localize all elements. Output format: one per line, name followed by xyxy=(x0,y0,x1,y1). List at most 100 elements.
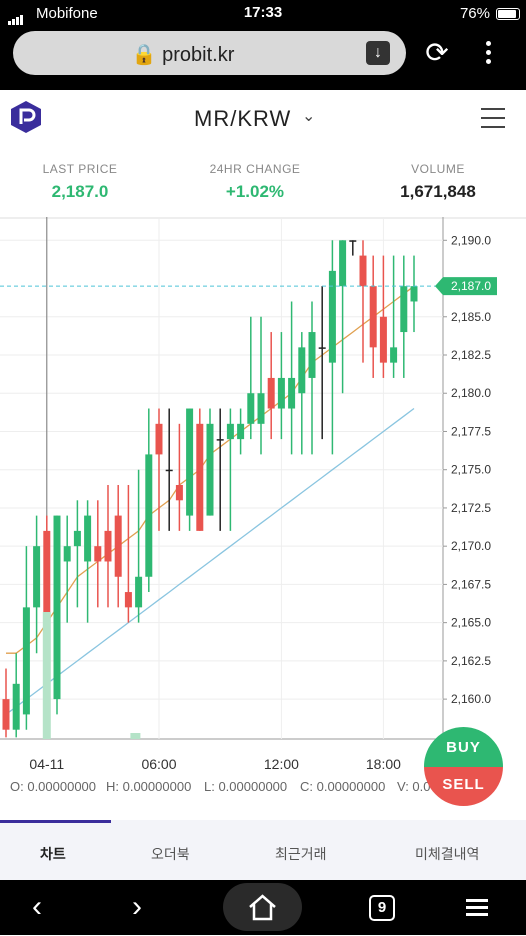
forward-icon[interactable]: › xyxy=(132,890,142,923)
last-price-label: LAST PRICE xyxy=(42,162,118,176)
candle-body xyxy=(196,423,204,531)
candle-body xyxy=(155,423,163,455)
probit-logo-icon[interactable] xyxy=(10,100,42,134)
buy-sell-button[interactable]: BUY SELL xyxy=(424,727,503,806)
candle-body xyxy=(216,439,224,441)
home-button[interactable] xyxy=(223,883,302,931)
carrier-label: Mobifone xyxy=(36,5,98,22)
last-price-block: LAST PRICE 2,187.0 xyxy=(40,162,120,202)
market-pair-selector[interactable]: MR/KRW xyxy=(194,106,292,131)
home-icon xyxy=(249,894,276,921)
active-tab-indicator xyxy=(0,820,111,823)
y-tick-label: 2,185.0 xyxy=(451,310,491,324)
candle-body xyxy=(186,408,194,516)
current-price-tag xyxy=(435,277,497,296)
y-tick-label: 2,172.5 xyxy=(451,501,491,515)
y-tick-label: 2,170.0 xyxy=(451,539,491,553)
candle-body xyxy=(175,485,183,501)
browser-nav-bar: ‹ › 9 xyxy=(0,880,526,935)
ohlc-c: C: 0.00000000 xyxy=(300,779,385,794)
change-block: 24HR CHANGE +1.02% xyxy=(205,162,305,202)
candle-body xyxy=(390,347,398,363)
candle-body xyxy=(400,286,408,333)
y-tick-label: 2,175.0 xyxy=(451,463,491,477)
browser-menu-icon[interactable] xyxy=(466,899,488,920)
y-tick-label: 2,167.5 xyxy=(451,577,491,591)
ohlc-o: O: 0.00000000 xyxy=(10,779,96,794)
browser-chrome: Mobifone 17:33 76% 🔒 probit.kr ↓ ⟳ xyxy=(0,0,526,90)
price-chart[interactable]: 2,190.0 2,185.0 2,182.5 2,180.0 2,177.5 2,175… xyxy=(0,217,526,802)
candle-body xyxy=(328,270,336,363)
reload-icon[interactable]: ⟳ xyxy=(425,37,449,68)
candle-body xyxy=(318,347,326,349)
status-time: 17:33 xyxy=(243,4,283,21)
candle-body xyxy=(12,683,20,730)
candle-body xyxy=(277,377,285,409)
candle-body xyxy=(267,377,275,409)
candle-body xyxy=(339,240,347,287)
battery-percent: 76% xyxy=(459,5,490,22)
volume-label: VOLUME xyxy=(411,162,465,176)
candle-body xyxy=(257,393,265,424)
tab-chart[interactable]: 차트 xyxy=(40,846,66,862)
signal-icon xyxy=(8,8,24,25)
candle-body xyxy=(247,393,255,424)
candle-body xyxy=(73,530,81,547)
candle-body xyxy=(53,515,61,700)
volume-block: VOLUME 1,671,848 xyxy=(390,162,486,202)
ma-long-line xyxy=(5,407,415,715)
candle-body xyxy=(33,546,41,608)
bottom-tab-bar: 차트 오더북 최근거래 미체결내역 xyxy=(0,820,526,882)
tab-count-button[interactable]: 9 xyxy=(369,895,395,921)
y-tick-label: 2,160.0 xyxy=(451,692,491,706)
candle-body xyxy=(2,699,10,730)
tab-orderbook[interactable]: 오더북 xyxy=(151,846,190,862)
change-label: 24HR CHANGE xyxy=(209,162,301,176)
last-price-value: 2,187.0 xyxy=(51,182,109,201)
tab-open-orders[interactable]: 미체결내역 xyxy=(415,846,480,862)
download-icon[interactable]: ↓ xyxy=(366,41,390,65)
volume-bar xyxy=(130,733,141,739)
y-tick-label: 2,180.0 xyxy=(451,386,491,400)
candle-body xyxy=(114,515,122,577)
candle-body xyxy=(104,530,112,562)
x-tick-label: 12:00 xyxy=(264,756,299,772)
x-tick-label: 18:00 xyxy=(366,756,401,772)
tab-recent-trades[interactable]: 최근거래 xyxy=(275,846,327,862)
y-tick-label: 2,177.5 xyxy=(451,424,491,438)
change-value: +1.02% xyxy=(225,182,285,201)
y-tick-label: 2,182.5 xyxy=(451,348,491,362)
more-options-icon[interactable] xyxy=(478,38,498,68)
candle-body xyxy=(145,454,153,577)
candle-body xyxy=(206,423,214,516)
x-tick-label: 06:00 xyxy=(141,756,176,772)
battery-icon xyxy=(496,8,520,20)
url-text: 🔒 probit.kr xyxy=(131,44,235,66)
back-icon[interactable]: ‹ xyxy=(32,890,42,923)
candle-body xyxy=(63,546,71,562)
candle-body xyxy=(359,255,367,287)
candle-body xyxy=(84,515,92,562)
status-bar: Mobifone 17:33 76% xyxy=(0,0,526,28)
hamburger-menu-icon[interactable] xyxy=(481,108,505,128)
current-price-label: 2,187.0 xyxy=(451,279,491,293)
y-tick-label: 2,190.0 xyxy=(451,233,491,247)
candle-body xyxy=(298,347,306,394)
volume-value: 1,671,848 xyxy=(400,182,476,201)
candle-body xyxy=(237,423,245,440)
candle-body xyxy=(135,576,143,608)
candle-body xyxy=(349,240,357,242)
ohlc-l: L: 0.00000000 xyxy=(204,779,287,794)
chevron-down-icon[interactable]: ⌄ xyxy=(302,108,316,125)
candle-body xyxy=(410,286,418,302)
volume-bar xyxy=(42,612,51,739)
url-bar[interactable]: 🔒 probit.kr xyxy=(13,31,406,75)
y-tick-label: 2,165.0 xyxy=(451,616,491,630)
y-tick-label: 2,162.5 xyxy=(451,654,491,668)
x-tick-label: 04-11 xyxy=(29,756,64,772)
candle-body xyxy=(124,592,132,608)
candle-body xyxy=(288,377,296,409)
ohlc-h: H: 0.00000000 xyxy=(106,779,191,794)
candle-body xyxy=(165,469,173,472)
candle-body xyxy=(369,286,377,348)
